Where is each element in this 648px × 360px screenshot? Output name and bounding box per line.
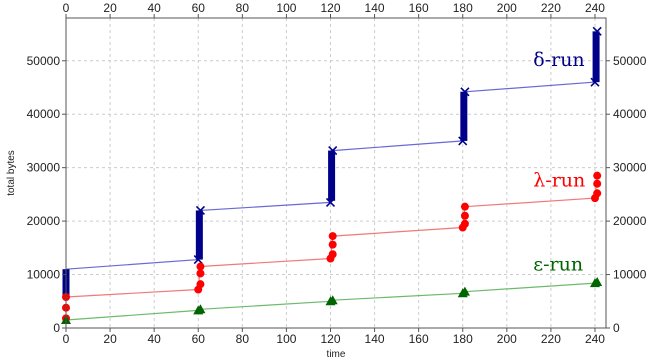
- data-point: [593, 171, 602, 180]
- data-point: [458, 136, 468, 146]
- data-point: [460, 87, 470, 97]
- y-tick-label-right: 0: [613, 321, 620, 335]
- y-tick-label-left: 50000: [27, 54, 61, 68]
- data-point: [196, 269, 205, 278]
- x-tick-label-bottom: 140: [365, 332, 385, 346]
- y-tick-label-right: 30000: [613, 161, 647, 175]
- y-tick-label-right: 10000: [613, 268, 647, 282]
- x-tick-label-top: 140: [365, 1, 385, 15]
- x-tick-label-top: 100: [276, 1, 296, 15]
- series-burst: [592, 31, 600, 83]
- y-tick-label-left: 40000: [27, 107, 61, 121]
- series-annotation: ε-run: [533, 253, 583, 275]
- x-tick-label-top: 40: [147, 1, 161, 15]
- series-annotation: λ-run: [533, 169, 585, 191]
- series-annotation: δ-run: [533, 49, 584, 71]
- grid: [66, 18, 606, 328]
- data-point: [193, 255, 203, 265]
- y-tick-label-left: 30000: [27, 161, 61, 175]
- data-point: [593, 189, 602, 198]
- y-tick-label-left: 0: [53, 321, 60, 335]
- x-tick-label-top: 120: [320, 1, 340, 15]
- data-point: [592, 26, 602, 36]
- x-tick-label-bottom: 200: [497, 332, 517, 346]
- data-point: [195, 304, 206, 314]
- data-point: [593, 179, 602, 188]
- data-point: [327, 295, 338, 305]
- data-point: [590, 77, 600, 87]
- x-tick-label-bottom: 40: [147, 332, 161, 346]
- series-burst: [328, 150, 336, 201]
- data-point: [328, 250, 337, 259]
- tick-labels: 0020204040606080801001001201201401401601…: [27, 1, 647, 346]
- plot-frame: [65, 17, 607, 329]
- x-tick-label-bottom: 180: [453, 332, 473, 346]
- x-tick-label-top: 20: [103, 1, 117, 15]
- y-tick-label-right: 40000: [613, 107, 647, 121]
- x-tick-label-top: 60: [192, 1, 206, 15]
- data-point: [460, 202, 469, 211]
- x-tick-label-bottom: 60: [192, 332, 206, 346]
- data-point: [592, 277, 603, 287]
- x-tick-label-bottom: 160: [409, 332, 429, 346]
- data-point: [195, 205, 206, 215]
- data-point: [196, 262, 205, 271]
- axis-ticks: [62, 14, 610, 332]
- x-tick-label-top: 200: [497, 1, 517, 15]
- data-point: [460, 219, 469, 228]
- x-tick-label-top: 0: [63, 1, 70, 15]
- x-tick-label-top: 160: [409, 1, 429, 15]
- data-point: [459, 286, 470, 296]
- y-tick-label-right: 50000: [613, 54, 647, 68]
- x-tick-label-bottom: 20: [103, 332, 117, 346]
- x-tick-label-top: 220: [541, 1, 561, 15]
- series-markers: [61, 26, 603, 324]
- x-tick-label-bottom: 100: [276, 332, 296, 346]
- data-point: [328, 232, 337, 241]
- series-burst: [195, 210, 203, 260]
- x-tick-label-top: 80: [236, 1, 250, 15]
- data-point: [328, 145, 338, 156]
- data-point: [460, 211, 469, 220]
- data-point: [328, 240, 337, 249]
- x-tick-label-bottom: 220: [541, 332, 561, 346]
- y-axis-title: total bytes: [6, 150, 17, 196]
- x-tick-label-top: 240: [585, 1, 605, 15]
- data-point: [325, 197, 336, 207]
- data-point: [196, 280, 205, 289]
- x-axis-title: time: [327, 349, 346, 360]
- x-tick-label-bottom: 80: [236, 332, 250, 346]
- y-tick-label-left: 10000: [27, 268, 61, 282]
- x-tick-label-bottom: 0: [63, 332, 70, 346]
- x-tick-label-bottom: 120: [320, 332, 340, 346]
- series-annotations: δ-run λ-run ε-run: [533, 49, 585, 275]
- x-tick-label-bottom: 240: [585, 332, 605, 346]
- series-burst: [460, 91, 468, 141]
- y-tick-label-right: 20000: [613, 214, 647, 228]
- y-tick-label-left: 20000: [27, 214, 61, 228]
- x-tick-label-top: 180: [453, 1, 473, 15]
